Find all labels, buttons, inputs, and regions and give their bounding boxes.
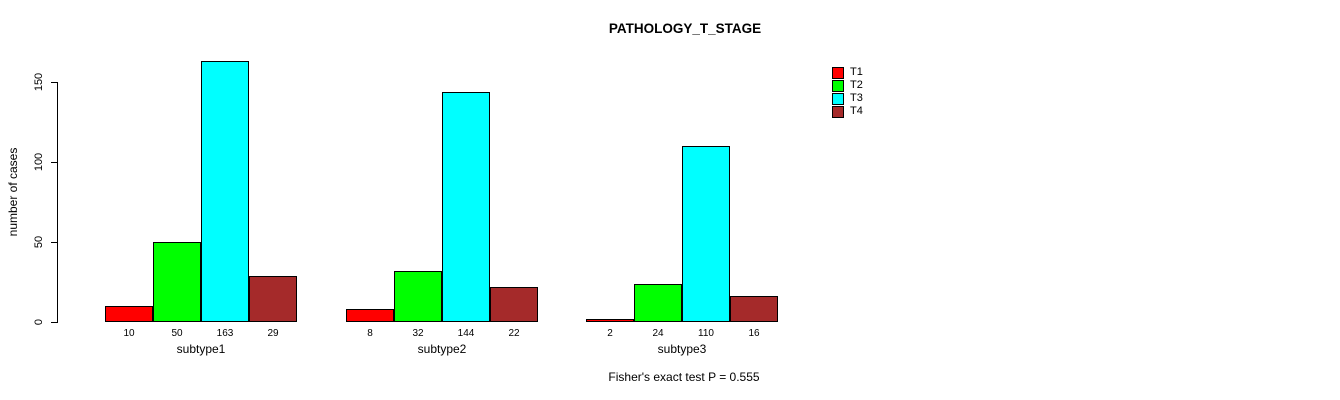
bar-value-label: 8 [367, 328, 373, 339]
bar-t1-subtype1 [105, 306, 153, 322]
bar-value-label: 24 [652, 328, 664, 339]
y-tick-label: 150 [33, 72, 45, 92]
bar-t2-subtype1 [153, 242, 201, 322]
bar-t4-subtype3 [730, 296, 778, 322]
bar-value-label: 29 [267, 328, 279, 339]
legend-label: T2 [850, 79, 863, 91]
bar-t4-subtype1 [249, 276, 297, 322]
chart-title: PATHOLOGY_T_STAGE [608, 21, 762, 36]
legend-item-t1: T1 [832, 66, 863, 79]
group-label-subtype1: subtype1 [176, 342, 226, 356]
y-tick-label: 50 [33, 235, 45, 249]
y-tick [51, 162, 58, 163]
bar-t1-subtype3 [586, 319, 634, 322]
y-tick [51, 242, 58, 243]
y-axis-label: number of cases [6, 147, 20, 237]
bar-t4-subtype2 [490, 287, 538, 322]
bar-value-label: 22 [508, 328, 520, 339]
bar-value-label: 16 [748, 328, 760, 339]
y-tick [51, 322, 58, 323]
bar-t1-subtype2 [346, 309, 394, 322]
bar-t3-subtype3 [682, 146, 730, 322]
bar-value-label: 2 [607, 328, 613, 339]
legend-swatch-t2 [832, 79, 844, 92]
group-label-subtype3: subtype3 [657, 342, 707, 356]
bar-value-label: 32 [412, 328, 424, 339]
group-label-subtype2: subtype2 [417, 342, 467, 356]
bar-t2-subtype2 [394, 271, 442, 322]
bar-t2-subtype3 [634, 284, 682, 322]
y-axis-line [57, 82, 58, 323]
y-tick-label: 100 [33, 152, 45, 172]
legend: T1 T2 T3 T4 [832, 66, 863, 118]
y-tick [51, 82, 58, 83]
legend-label: T3 [850, 92, 863, 104]
bar-value-label: 10 [123, 328, 135, 339]
legend-item-t3: T3 [832, 92, 863, 105]
bar-t3-subtype1 [201, 61, 249, 322]
legend-swatch-t1 [832, 66, 844, 79]
legend-swatch-t3 [832, 92, 844, 105]
legend-item-t4: T4 [832, 105, 863, 118]
legend-label: T1 [850, 66, 863, 78]
legend-swatch-t4 [832, 105, 844, 118]
bar-value-label: 163 [216, 328, 234, 339]
bar-t3-subtype2 [442, 92, 490, 322]
legend-label: T4 [850, 105, 863, 117]
bar-value-label: 110 [698, 328, 714, 339]
bar-value-label: 50 [171, 328, 183, 339]
fisher-test-annotation: Fisher's exact test P = 0.555 [608, 370, 760, 384]
bar-value-label: 144 [457, 328, 475, 339]
y-tick-label: 0 [33, 318, 45, 326]
legend-item-t2: T2 [832, 79, 863, 92]
